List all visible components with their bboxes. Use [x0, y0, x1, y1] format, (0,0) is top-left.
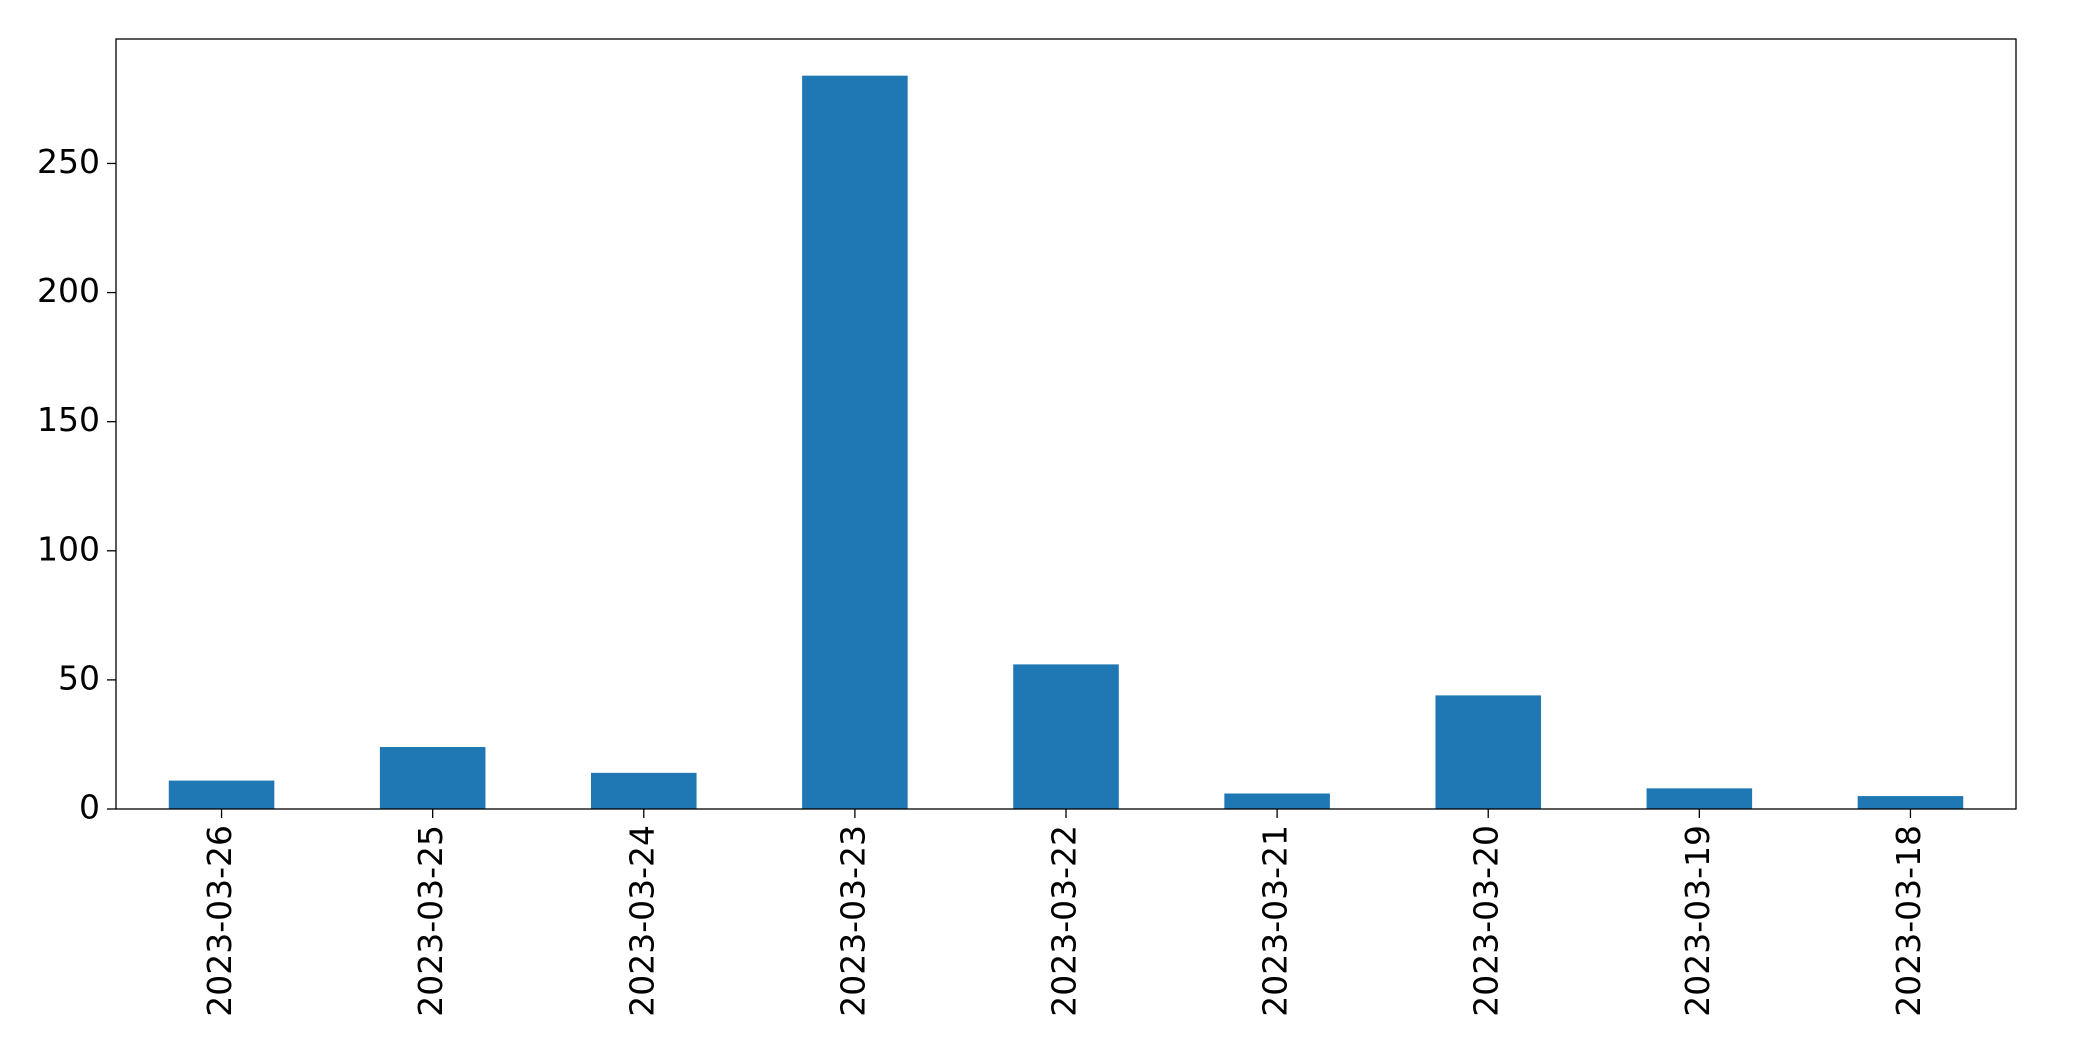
plot-frame [115, 38, 2017, 810]
bar [802, 75, 908, 809]
x-tick-label: 2023-03-26 [200, 825, 239, 1017]
y-tick-label: 200 [37, 271, 100, 310]
x-tick-label: 2023-03-20 [1467, 825, 1506, 1017]
bar [1435, 695, 1541, 809]
x-tick-label: 2023-03-21 [1256, 825, 1295, 1017]
y-tick-label: 250 [37, 142, 100, 181]
y-tick-label: 50 [58, 658, 100, 697]
bar [1013, 664, 1119, 809]
bar [1646, 788, 1753, 809]
x-tick-label: 2023-03-25 [411, 825, 450, 1017]
y-tick-label: 0 [79, 788, 100, 827]
x-tick-label: 2023-03-18 [1889, 825, 1928, 1017]
x-tick-label: 2023-03-23 [833, 825, 872, 1017]
y-tick-label: 100 [37, 529, 100, 568]
x-tick-label: 2023-03-19 [1678, 825, 1717, 1017]
bar [379, 747, 486, 809]
bar [591, 772, 697, 809]
bar [168, 780, 275, 809]
bar [1857, 796, 1964, 809]
x-tick-label: 2023-03-22 [1045, 825, 1084, 1017]
x-tick-label: 2023-03-24 [622, 825, 661, 1017]
y-tick-label: 150 [37, 400, 100, 439]
bar [1224, 793, 1330, 809]
